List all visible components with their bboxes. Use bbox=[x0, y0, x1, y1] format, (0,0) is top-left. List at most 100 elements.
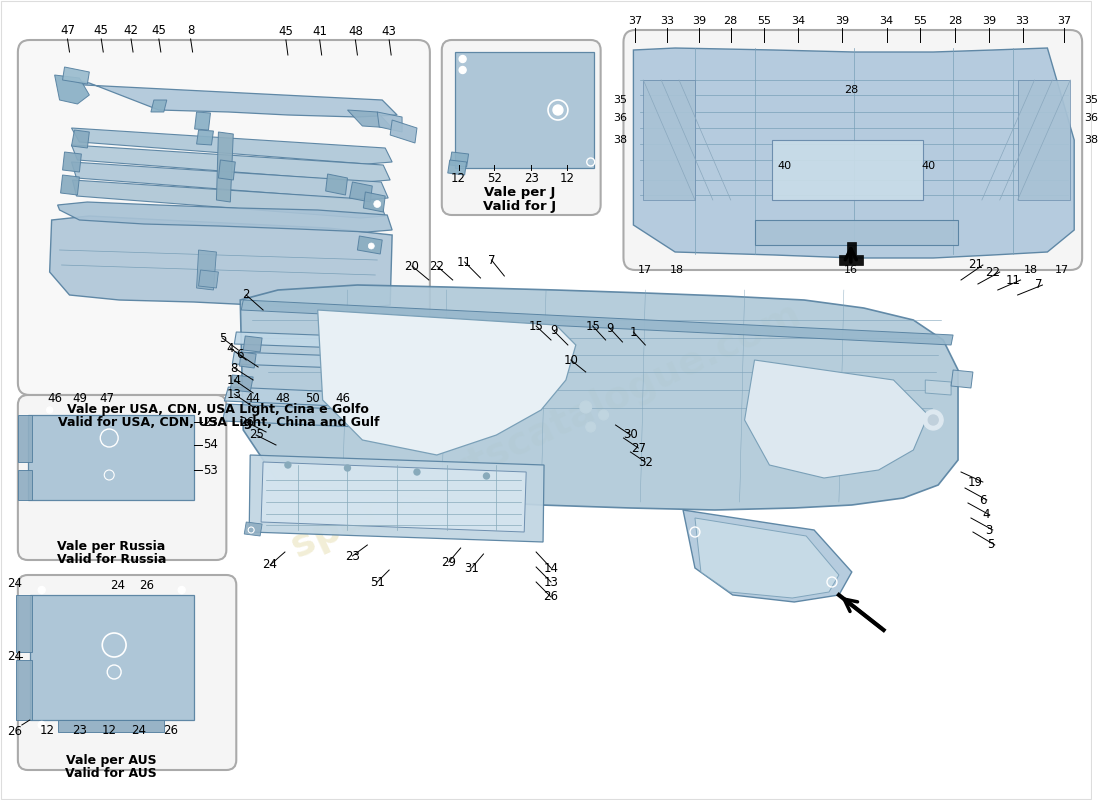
Circle shape bbox=[580, 401, 592, 413]
Text: 18: 18 bbox=[670, 265, 684, 275]
Text: 24: 24 bbox=[7, 577, 22, 590]
Polygon shape bbox=[695, 518, 839, 598]
Polygon shape bbox=[199, 270, 219, 288]
Polygon shape bbox=[60, 175, 79, 195]
Circle shape bbox=[374, 201, 381, 207]
Text: 20: 20 bbox=[405, 259, 419, 273]
Text: sparepartscatalogue.com: sparepartscatalogue.com bbox=[285, 295, 807, 565]
Polygon shape bbox=[348, 110, 393, 128]
Polygon shape bbox=[197, 250, 217, 290]
Text: 24: 24 bbox=[7, 650, 22, 663]
Text: 51: 51 bbox=[370, 575, 385, 589]
Text: 36: 36 bbox=[1085, 113, 1098, 123]
Circle shape bbox=[344, 465, 351, 471]
Text: 15: 15 bbox=[529, 319, 543, 333]
Polygon shape bbox=[73, 180, 385, 218]
Text: 18: 18 bbox=[1023, 265, 1037, 275]
Text: 35: 35 bbox=[614, 95, 627, 105]
Text: 31: 31 bbox=[464, 562, 478, 574]
Text: 22: 22 bbox=[984, 266, 1000, 278]
Text: 23: 23 bbox=[524, 172, 539, 185]
Text: 23: 23 bbox=[345, 550, 360, 562]
Text: 21: 21 bbox=[968, 258, 983, 271]
Polygon shape bbox=[63, 67, 89, 84]
Polygon shape bbox=[390, 120, 417, 143]
Polygon shape bbox=[240, 352, 256, 368]
Text: 48: 48 bbox=[275, 392, 290, 405]
Polygon shape bbox=[72, 128, 393, 164]
Text: Vale per USA, CDN, USA Light, Cina e Golfo: Vale per USA, CDN, USA Light, Cina e Gol… bbox=[67, 403, 370, 416]
Text: 26: 26 bbox=[543, 590, 559, 603]
Text: 40: 40 bbox=[921, 161, 935, 171]
Polygon shape bbox=[350, 182, 372, 202]
Text: 12: 12 bbox=[560, 172, 574, 185]
Text: 45: 45 bbox=[278, 25, 294, 38]
Circle shape bbox=[46, 407, 53, 413]
Polygon shape bbox=[318, 310, 575, 455]
Text: 46: 46 bbox=[336, 392, 350, 405]
Text: 37: 37 bbox=[628, 16, 642, 26]
Polygon shape bbox=[63, 152, 81, 172]
Text: 7: 7 bbox=[1035, 278, 1043, 291]
Circle shape bbox=[414, 469, 420, 475]
Polygon shape bbox=[244, 522, 262, 536]
Text: 45: 45 bbox=[94, 24, 109, 37]
Text: 15: 15 bbox=[585, 319, 601, 333]
Text: 44: 44 bbox=[245, 392, 261, 405]
Text: 34: 34 bbox=[791, 16, 805, 26]
Text: 12: 12 bbox=[41, 724, 55, 737]
FancyBboxPatch shape bbox=[18, 40, 430, 395]
Text: 23: 23 bbox=[204, 415, 219, 429]
Polygon shape bbox=[195, 112, 210, 130]
FancyBboxPatch shape bbox=[18, 575, 236, 770]
FancyBboxPatch shape bbox=[624, 30, 1082, 270]
Polygon shape bbox=[72, 80, 397, 117]
FancyBboxPatch shape bbox=[442, 40, 601, 215]
Text: Valid for J: Valid for J bbox=[483, 200, 556, 213]
Polygon shape bbox=[232, 352, 450, 372]
Polygon shape bbox=[197, 130, 213, 145]
Polygon shape bbox=[18, 470, 32, 500]
Text: 28: 28 bbox=[948, 16, 962, 26]
Circle shape bbox=[39, 722, 45, 729]
Text: 4: 4 bbox=[227, 342, 234, 354]
Polygon shape bbox=[261, 462, 526, 532]
Polygon shape bbox=[57, 202, 393, 232]
Text: 26: 26 bbox=[239, 415, 254, 429]
Text: 19: 19 bbox=[968, 475, 983, 489]
Polygon shape bbox=[377, 112, 403, 132]
Text: 34: 34 bbox=[880, 16, 893, 26]
Text: 14: 14 bbox=[227, 374, 242, 386]
Polygon shape bbox=[219, 160, 235, 180]
Polygon shape bbox=[358, 236, 382, 254]
Text: 24: 24 bbox=[132, 724, 146, 737]
Polygon shape bbox=[839, 242, 862, 265]
Circle shape bbox=[553, 105, 563, 115]
Circle shape bbox=[928, 415, 938, 425]
Text: Vale per Russia: Vale per Russia bbox=[57, 540, 165, 553]
Text: 46: 46 bbox=[47, 392, 62, 405]
Polygon shape bbox=[72, 162, 388, 200]
Circle shape bbox=[459, 55, 466, 62]
Text: 27: 27 bbox=[631, 442, 646, 454]
Text: 35: 35 bbox=[1085, 95, 1098, 105]
Polygon shape bbox=[28, 415, 194, 500]
Text: 33: 33 bbox=[1015, 16, 1030, 26]
Text: 29: 29 bbox=[441, 555, 456, 569]
Text: 22: 22 bbox=[429, 259, 444, 273]
Text: 11: 11 bbox=[1005, 274, 1021, 286]
Polygon shape bbox=[243, 336, 262, 352]
Circle shape bbox=[598, 410, 608, 420]
Text: 48: 48 bbox=[348, 25, 363, 38]
Text: 45: 45 bbox=[152, 24, 166, 37]
Text: Vale per AUS: Vale per AUS bbox=[66, 754, 156, 767]
Circle shape bbox=[39, 586, 45, 594]
Polygon shape bbox=[15, 660, 32, 720]
Polygon shape bbox=[15, 595, 32, 652]
Text: 40: 40 bbox=[778, 161, 791, 171]
Text: 12: 12 bbox=[451, 172, 466, 185]
Text: 5: 5 bbox=[219, 331, 227, 345]
Text: 23: 23 bbox=[72, 724, 87, 737]
Text: 6: 6 bbox=[979, 494, 987, 506]
Text: 2: 2 bbox=[242, 289, 250, 302]
